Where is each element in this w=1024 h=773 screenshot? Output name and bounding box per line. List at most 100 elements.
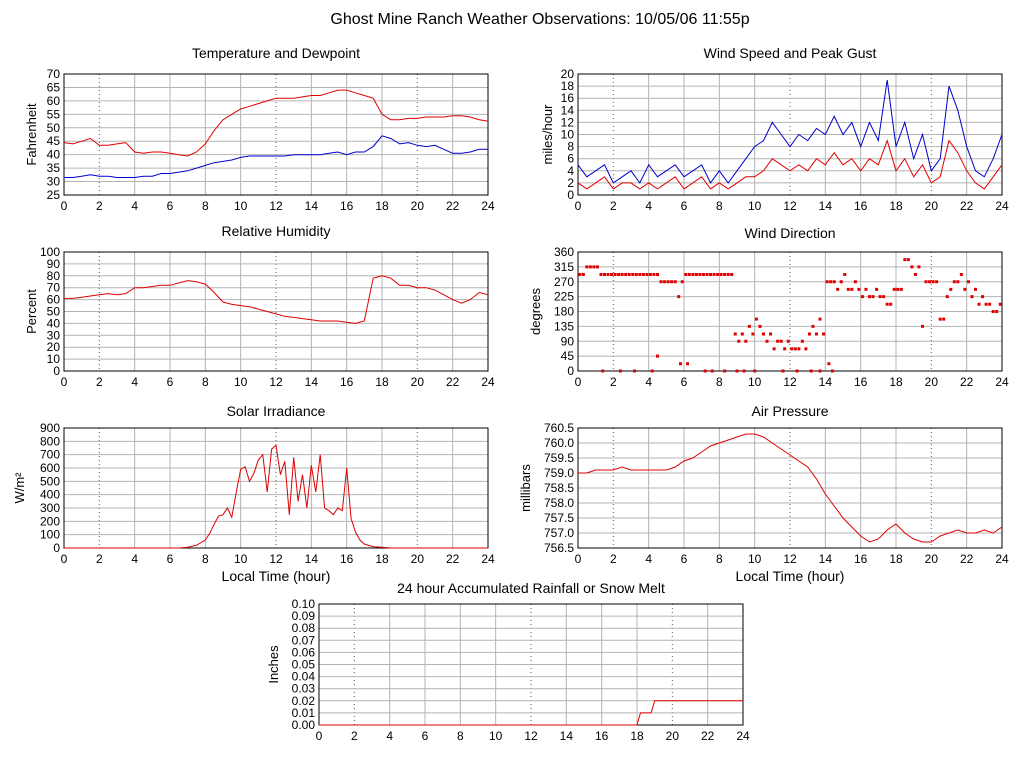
y-tick-label: 10 <box>47 352 61 366</box>
y-tick-label: 0 <box>53 541 60 555</box>
x-tick-label: 6 <box>167 199 174 213</box>
x-axis-label: Local Time (hour) <box>736 568 845 584</box>
wind-direction-point <box>772 347 776 351</box>
wind-direction-point <box>935 280 939 284</box>
x-tick-label: 0 <box>61 199 68 213</box>
wind-direction-point <box>815 332 818 336</box>
wind-direction-point <box>610 272 614 276</box>
wind-direction-point <box>945 295 949 299</box>
wind-direction-point <box>829 280 833 284</box>
wind-direction-point <box>581 272 585 276</box>
y-tick-label: 2 <box>567 176 574 190</box>
wind-direction-point <box>703 369 707 373</box>
x-tick-label: 10 <box>234 552 248 566</box>
wind-direction-point <box>599 272 603 276</box>
x-tick-label: 20 <box>925 199 939 213</box>
wind-direction-point <box>899 287 903 291</box>
wind-direction-point <box>652 272 656 276</box>
wind-direction-point <box>910 265 914 269</box>
x-tick-label: 18 <box>889 375 903 389</box>
y-axis-label: miles/hour <box>540 104 555 165</box>
y-tick-label: 40 <box>47 316 61 330</box>
wind-direction-point <box>970 295 974 299</box>
wind-direction-point <box>889 302 893 306</box>
x-tick-label: 2 <box>96 199 103 213</box>
y-tick-label: 70 <box>47 67 61 81</box>
x-tick-label: 2 <box>351 729 358 743</box>
x-tick-label: 14 <box>819 375 833 389</box>
wind-direction-point <box>836 287 840 291</box>
plot-frame <box>63 251 489 372</box>
x-tick-label: 16 <box>595 729 609 743</box>
wind-direction-point <box>853 280 857 284</box>
x-tick-label: 10 <box>489 729 503 743</box>
x-tick-label: 20 <box>925 375 939 389</box>
y-tick-label: 25 <box>47 188 61 202</box>
wind-direction-point <box>811 324 815 328</box>
y-tick-label: 60 <box>47 293 61 307</box>
x-tick-label: 18 <box>375 552 389 566</box>
series-line-1 <box>64 135 488 178</box>
wind-direction-point <box>684 272 688 276</box>
wind-direction-point <box>601 369 605 373</box>
x-tick-label: 4 <box>131 552 138 566</box>
y-tick-label: 0.06 <box>292 645 316 659</box>
x-tick-label: 10 <box>748 552 762 566</box>
wind-direction-point <box>613 272 617 276</box>
x-tick-label: 16 <box>340 199 354 213</box>
wind-direction-point <box>875 287 879 291</box>
y-tick-label: 70 <box>47 281 61 295</box>
wind-direction-point <box>595 265 599 269</box>
wind-direction-point <box>592 265 596 269</box>
wind-direction-point <box>656 272 659 276</box>
y-tick-label: 100 <box>40 245 60 259</box>
x-tick-label: 14 <box>819 199 833 213</box>
x-tick-label: 20 <box>411 375 425 389</box>
y-axis-label: Fahrenheit <box>24 103 39 166</box>
x-tick-label: 20 <box>666 729 680 743</box>
wind-direction-point <box>878 295 882 299</box>
wind-direction-point <box>709 272 712 276</box>
y-tick-label: 757.5 <box>544 511 574 525</box>
wind-direction-point <box>663 280 667 284</box>
series-line-1 <box>577 139 1003 190</box>
x-tick-label: 22 <box>960 199 974 213</box>
y-tick-label: 20 <box>561 67 575 81</box>
y-tick-label: 270 <box>554 275 574 289</box>
x-tick-label: 16 <box>340 375 354 389</box>
x-tick-label: 4 <box>645 199 652 213</box>
y-axis-label: Inches <box>266 645 281 684</box>
x-tick-label: 8 <box>716 375 723 389</box>
x-tick-label: 22 <box>701 729 715 743</box>
wind-direction-point <box>952 280 956 284</box>
y-tick-label: 759.5 <box>544 451 574 465</box>
y-tick-label: 0.08 <box>292 621 316 635</box>
wind-direction-point <box>786 339 790 343</box>
wind-direction-point <box>797 347 801 351</box>
y-axis-label: degrees <box>528 288 543 335</box>
x-tick-label: 8 <box>457 729 464 743</box>
y-tick-label: 225 <box>554 290 574 304</box>
chart-rainfall: 0.000.010.020.030.040.050.060.070.080.09… <box>266 580 750 743</box>
chart-title: Relative Humidity <box>222 223 331 239</box>
y-tick-label: 0 <box>567 364 574 378</box>
x-tick-label: 12 <box>269 199 283 213</box>
wind-direction-point <box>620 272 624 276</box>
series-line-0 <box>63 89 489 157</box>
y-tick-label: 10 <box>561 128 575 142</box>
x-tick-label: 6 <box>681 552 688 566</box>
chart-pressure: 756.5757.0757.5758.0758.5759.0759.5760.0… <box>518 403 1009 584</box>
x-tick-label: 16 <box>854 199 868 213</box>
x-tick-label: 16 <box>854 375 868 389</box>
page-title: Ghost Mine Ranch Weather Observations: 1… <box>330 11 749 28</box>
x-tick-label: 22 <box>960 375 974 389</box>
wind-direction-point <box>804 347 808 351</box>
x-tick-label: 12 <box>783 199 797 213</box>
wind-direction-point <box>650 369 654 373</box>
wind-direction-point <box>698 272 702 276</box>
y-tick-label: 80 <box>47 269 61 283</box>
y-tick-label: 6 <box>567 152 574 166</box>
